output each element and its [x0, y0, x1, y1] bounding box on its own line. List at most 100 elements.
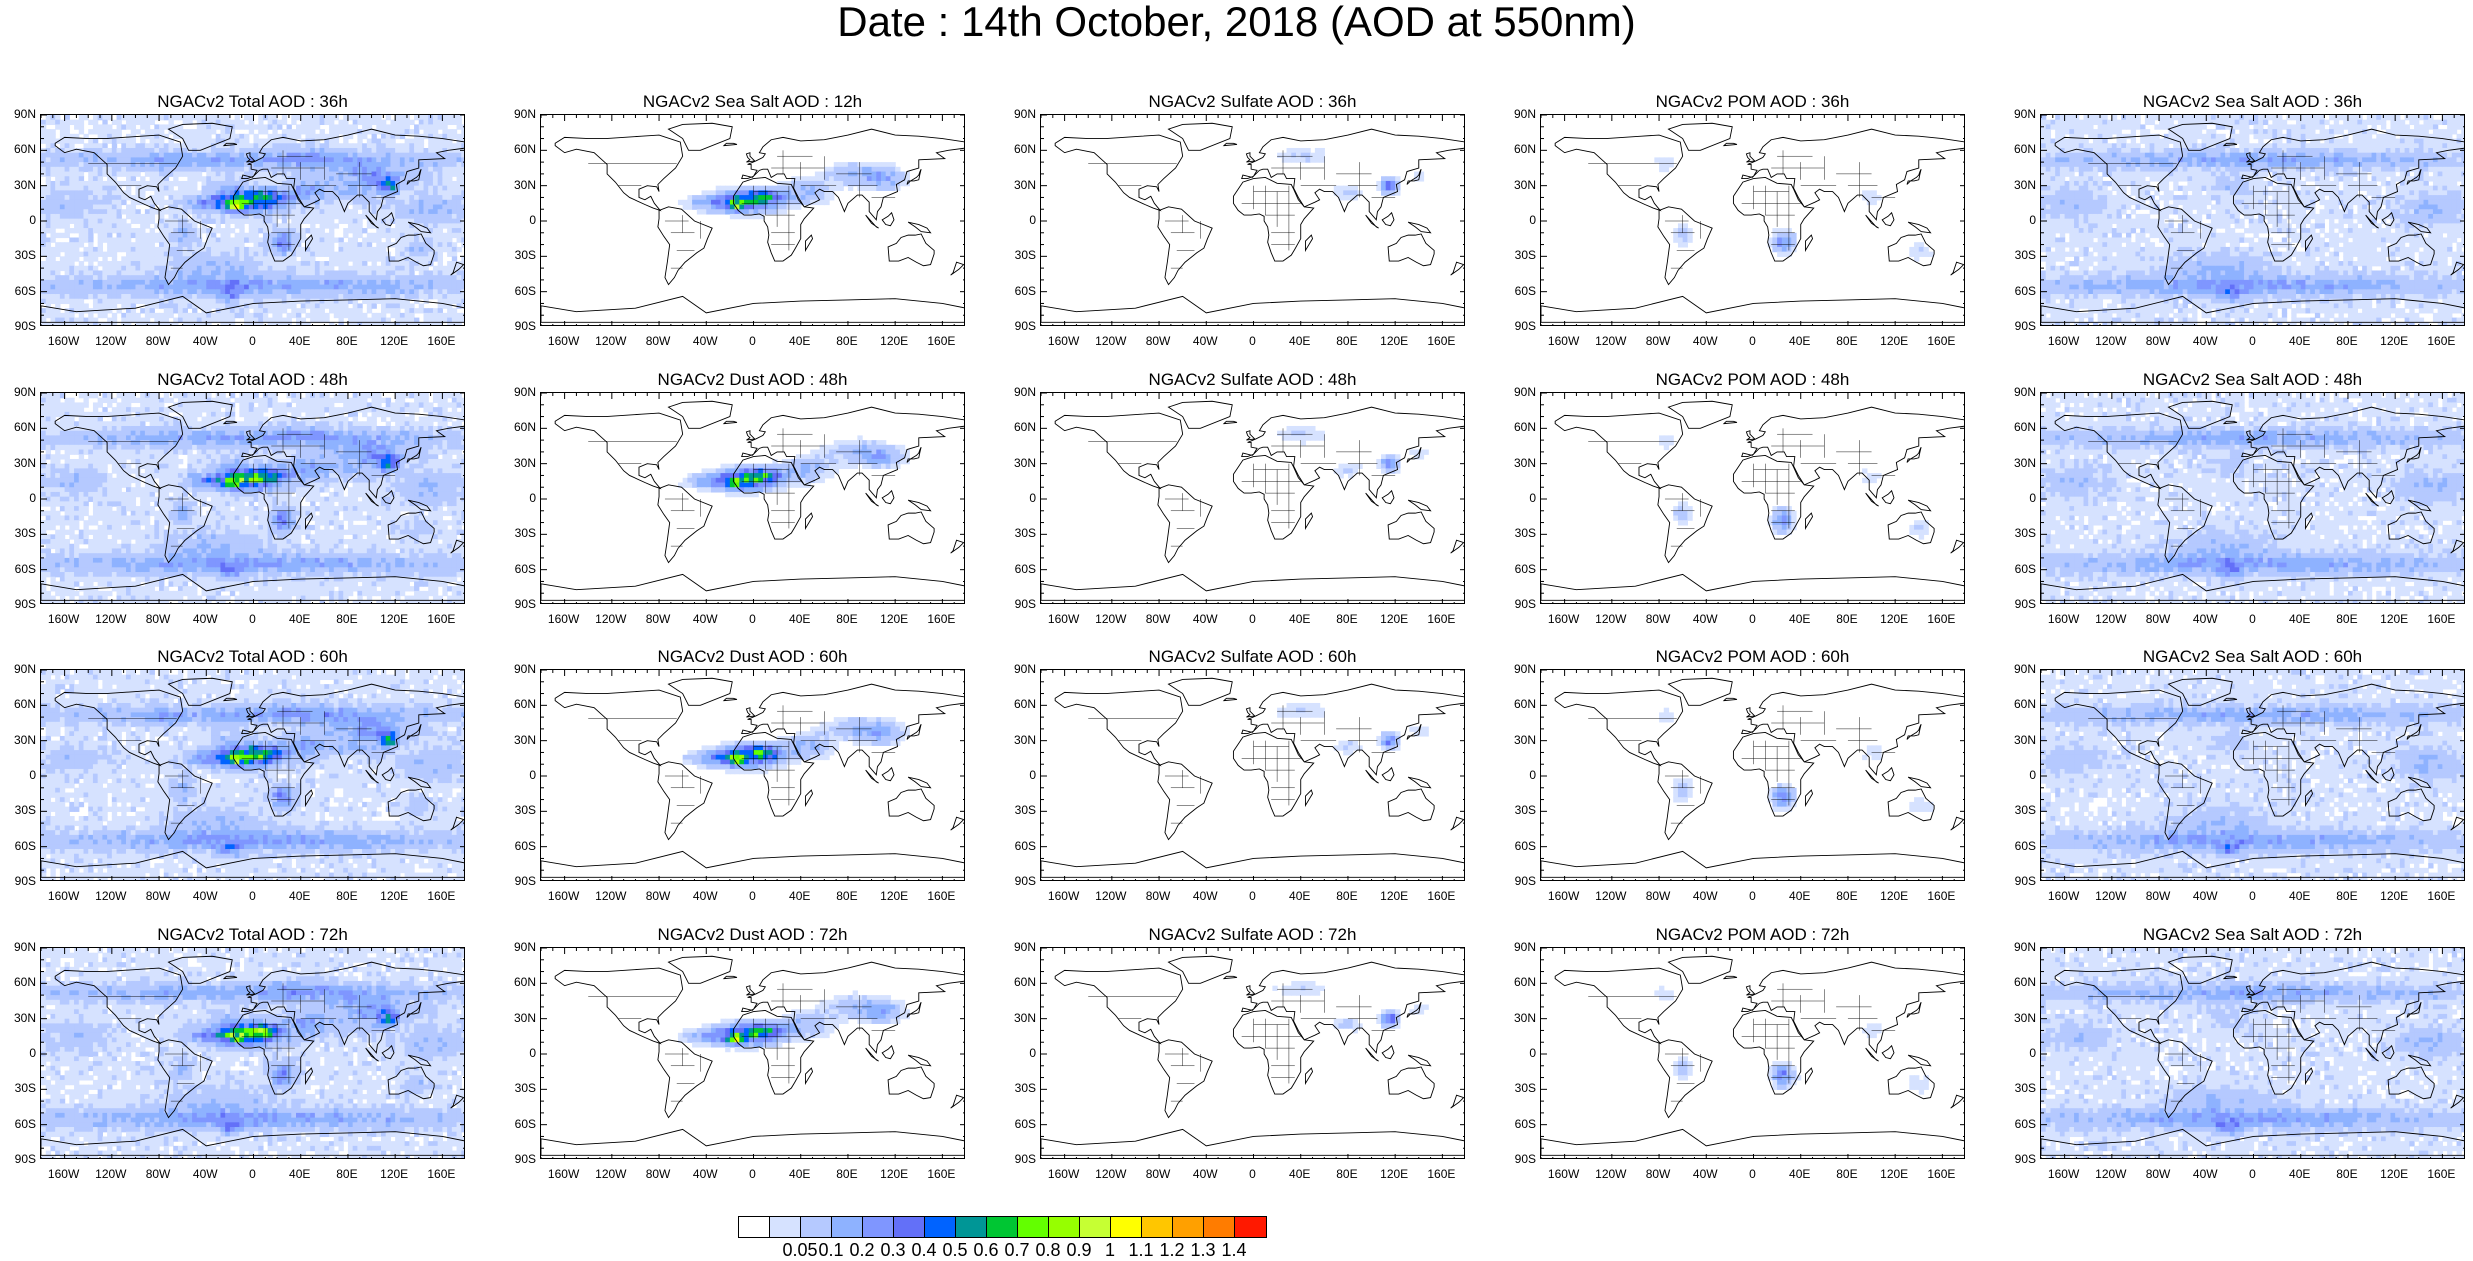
aod-cell [438, 228, 443, 233]
aod-cell [102, 214, 107, 219]
aod-cell [862, 172, 867, 177]
aod-cell [220, 209, 225, 214]
aod-cell [461, 223, 465, 228]
aod-cell [305, 167, 310, 172]
aod-cell [93, 280, 98, 285]
aod-cell [117, 280, 122, 285]
aod-cell [126, 139, 131, 144]
aod-cell [206, 167, 211, 172]
aod-cell [1310, 153, 1315, 158]
aod-cell [414, 294, 419, 299]
aod-cell [159, 252, 164, 257]
aod-cell [98, 299, 103, 304]
aod-cell [216, 148, 221, 153]
aod-cell [848, 172, 853, 177]
lat-tick-label: 90S [1000, 319, 1036, 333]
aod-cell [438, 200, 443, 205]
aod-cell [202, 303, 207, 308]
aod-cell [386, 153, 391, 158]
aod-cell [291, 233, 296, 238]
aod-cell [452, 308, 457, 313]
aod-cell [150, 172, 155, 177]
aod-cell [258, 237, 263, 242]
aod-cell [225, 157, 230, 162]
aod-cell [400, 190, 405, 195]
aod-cell [457, 223, 462, 228]
aod-cell [173, 261, 178, 266]
aod-cell [206, 176, 211, 181]
aod-cell [220, 148, 225, 153]
aod-cell [249, 266, 254, 271]
aod-cell [187, 233, 192, 238]
aod-cell [2046, 266, 2051, 271]
aod-cell [305, 228, 310, 233]
aod-cell [692, 195, 697, 200]
aod-cell [2046, 247, 2051, 252]
aod-cell [164, 176, 169, 181]
aod-cell [84, 190, 89, 195]
aod-cell [433, 322, 438, 326]
aod-cell [405, 261, 410, 266]
aod-cell [447, 167, 452, 172]
aod-cell [230, 181, 235, 186]
aod-cell [447, 209, 452, 214]
aod-cell [409, 195, 414, 200]
aod-cell [376, 322, 381, 326]
aod-cell [372, 247, 377, 252]
aod-cell [438, 223, 443, 228]
aod-cell [395, 176, 400, 181]
aod-cell [135, 242, 140, 247]
aod-cell [131, 167, 136, 172]
aod-cell [263, 261, 268, 266]
aod-cell [55, 266, 60, 271]
aod-cell [419, 186, 424, 191]
aod-cell [433, 167, 438, 172]
aod-cell [890, 162, 895, 167]
aod-cell [173, 247, 178, 252]
aod-cell [1287, 148, 1292, 153]
aod-cell [192, 176, 197, 181]
aod-cell [291, 148, 296, 153]
aod-cell [187, 205, 192, 210]
aod-cell [187, 242, 192, 247]
aod-cell [107, 186, 112, 191]
aod-cell [107, 209, 112, 214]
aod-cell [2055, 157, 2060, 162]
aod-cell [117, 115, 122, 120]
aod-cell [296, 157, 301, 162]
aod-cell [140, 228, 145, 233]
aod-cell [433, 157, 438, 162]
aod-cell [334, 299, 339, 304]
aod-cell [50, 308, 55, 313]
aod-cell [178, 233, 183, 238]
aod-cell [287, 303, 292, 308]
aod-cell [428, 308, 433, 313]
aod-cell [244, 247, 249, 252]
aod-cell [169, 237, 174, 242]
aod-cell [192, 214, 197, 219]
aod-cell [400, 247, 405, 252]
aod-cell [84, 233, 89, 238]
aod-cell [98, 233, 103, 238]
aod-cell [211, 214, 216, 219]
aod-cell [216, 172, 221, 177]
aod-cell [2041, 233, 2046, 238]
aod-cell [386, 285, 391, 290]
aod-cell [117, 172, 122, 177]
aod-cell [414, 247, 419, 252]
aod-cell [442, 275, 447, 280]
aod-cell [88, 162, 93, 167]
aod-cell [2050, 181, 2055, 186]
aod-cell [239, 157, 244, 162]
aod-cell [173, 308, 178, 313]
lat-tick-label: 30S [0, 248, 36, 262]
aod-cell [353, 322, 358, 326]
aod-cell [55, 280, 60, 285]
aod-cell [348, 157, 353, 162]
aod-cell [244, 200, 249, 205]
aod-cell [150, 157, 155, 162]
lon-tick-label: 40E [1275, 334, 1325, 348]
aod-cell [126, 261, 131, 266]
aod-cell [88, 237, 93, 242]
aod-cell [230, 228, 235, 233]
